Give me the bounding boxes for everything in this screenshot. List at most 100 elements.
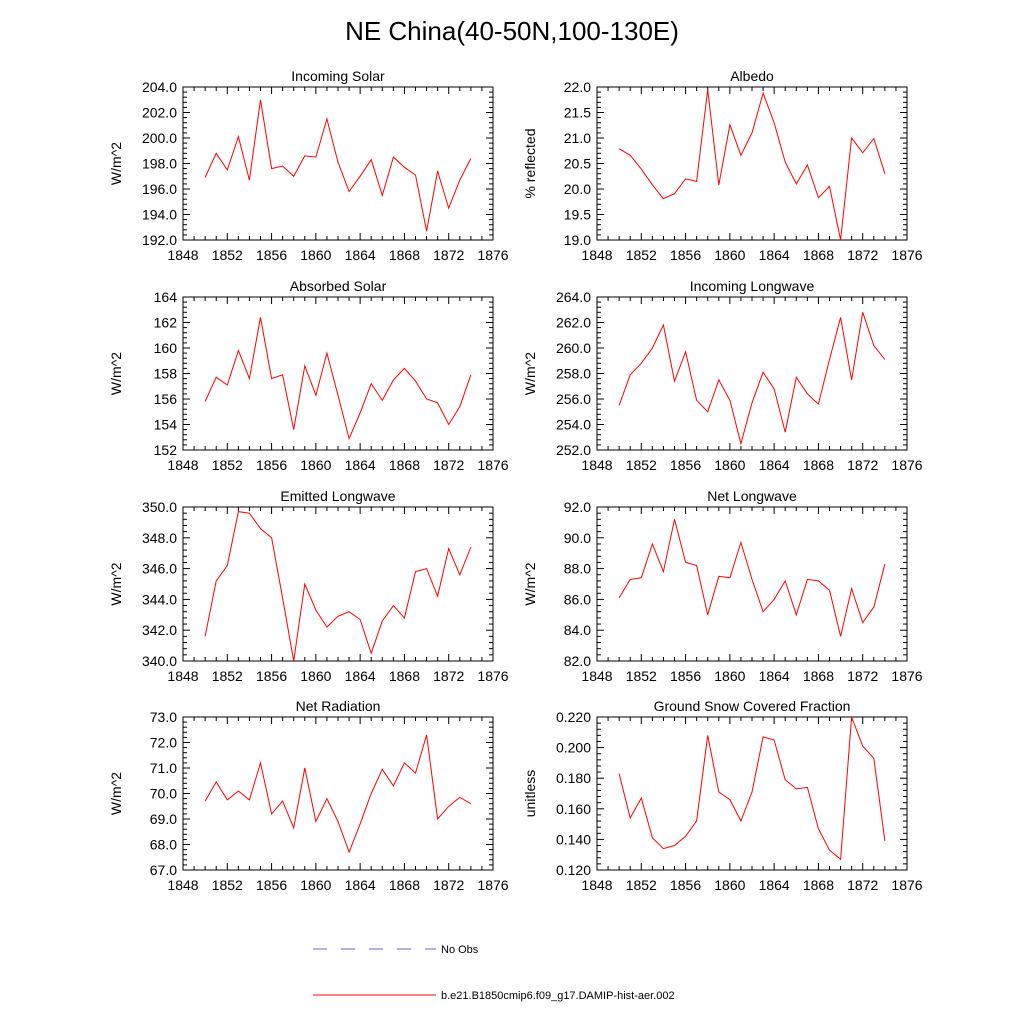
y-tick-label: 196.0	[142, 181, 177, 197]
y-axis-label: W/m^2	[522, 562, 538, 605]
y-tick-label: 154	[154, 417, 178, 433]
x-tick-label: 1860	[300, 247, 331, 263]
plot-frame	[596, 296, 908, 451]
y-tick-label: 0.140	[556, 831, 591, 847]
panel-7: Ground Snow Covered Fraction unitless 1848…	[522, 698, 923, 893]
x-tick-label: 1868	[803, 457, 834, 473]
y-tick-label: 348.0	[142, 530, 177, 546]
x-tick-label: 1864	[345, 668, 376, 684]
x-tick-label: 1868	[389, 668, 420, 684]
y-tick-label: 340.0	[142, 653, 177, 669]
x-tick-label: 1856	[256, 247, 287, 263]
x-tick-label: 1868	[803, 877, 834, 893]
x-tick-label: 1852	[212, 877, 243, 893]
x-tick-label: 1876	[891, 668, 922, 684]
y-tick-label: 160	[154, 340, 178, 356]
plot-frame	[596, 86, 908, 241]
x-tick-label: 1864	[759, 877, 790, 893]
panel-3: Incoming Longwave W/m^2 1848 1852 1856 1860 18…	[522, 278, 923, 473]
x-tick-label: 1852	[626, 457, 657, 473]
x-tick-label: 1864	[759, 247, 790, 263]
y-tick-label: 254.0	[556, 417, 591, 433]
series-line-0	[618, 519, 886, 637]
x-tick-label: 1868	[389, 457, 420, 473]
x-tick-label: 1852	[212, 457, 243, 473]
plot-frame	[182, 506, 494, 662]
x-tick-label: 1868	[389, 247, 420, 263]
x-tick-label: 1856	[256, 457, 287, 473]
x-tick-label: 1868	[803, 247, 834, 263]
legend: No Obs b.e21.B1850cmip6.f09_g17.DAMIP-hi…	[313, 944, 675, 1002]
x-tick-label: 1856	[670, 247, 701, 263]
panel-4: Emitted Longwave W/m^2 1848 1852 1856 1860 186…	[108, 488, 509, 684]
x-tick-label: 1864	[759, 668, 790, 684]
y-tick-label: 264.0	[556, 289, 591, 305]
panel-title: Albedo	[730, 68, 774, 84]
x-tick-label: 1864	[345, 877, 376, 893]
x-tick-label: 1872	[847, 877, 878, 893]
x-tick-label: 1876	[477, 877, 508, 893]
y-tick-label: 68.0	[150, 837, 177, 853]
y-axis-label: W/m^2	[108, 562, 124, 605]
x-tick-label: 1876	[477, 668, 508, 684]
x-tick-label: 1856	[256, 877, 287, 893]
y-tick-label: 21.5	[564, 105, 591, 121]
panel-1: Albedo % reflected 1848 1852 1856 1860 1864 186…	[522, 68, 923, 263]
panel-title: Absorbed Solar	[290, 278, 387, 294]
x-tick-label: 1872	[847, 668, 878, 684]
series-line-0	[204, 511, 472, 662]
y-tick-label: 202.0	[142, 105, 177, 121]
x-tick-label: 1860	[300, 668, 331, 684]
y-tick-label: 21.0	[564, 130, 591, 146]
x-tick-label: 1856	[670, 877, 701, 893]
panel-5: Net Longwave W/m^2 1848 1852 1856 1860 1864 186…	[522, 488, 923, 684]
y-tick-label: 258.0	[556, 366, 591, 382]
x-tick-label: 1872	[433, 457, 464, 473]
x-tick-label: 1860	[714, 457, 745, 473]
y-tick-label: 90.0	[564, 530, 591, 546]
y-tick-label: 82.0	[564, 653, 591, 669]
series-line-0	[204, 317, 472, 441]
x-tick-label: 1872	[847, 247, 878, 263]
y-tick-label: 92.0	[564, 499, 591, 515]
y-tick-label: 260.0	[556, 340, 591, 356]
y-tick-label: 344.0	[142, 591, 177, 607]
x-tick-label: 1872	[433, 877, 464, 893]
y-axis-label: W/m^2	[108, 142, 124, 185]
x-tick-label: 1868	[389, 877, 420, 893]
y-tick-label: 67.0	[150, 862, 177, 878]
y-tick-label: 158	[154, 366, 178, 382]
x-tick-label: 1860	[714, 247, 745, 263]
y-tick-label: 204.0	[142, 79, 177, 95]
x-tick-label: 1852	[212, 668, 243, 684]
x-tick-label: 1868	[803, 668, 834, 684]
panel-2: Absorbed Solar W/m^2 1848 1852 1856 1860 1864 1…	[108, 278, 509, 473]
y-tick-label: 152	[154, 442, 178, 458]
y-tick-label: 252.0	[556, 442, 591, 458]
y-tick-label: 72.0	[150, 735, 177, 751]
x-tick-label: 1876	[891, 247, 922, 263]
y-tick-label: 86.0	[564, 591, 591, 607]
figure-title: NE China(40-50N,100-130E)	[345, 16, 679, 46]
panel-0: Incoming Solar W/m^2 1848 1852 1856 1860 1864 1…	[108, 68, 509, 263]
x-tick-label: 1860	[714, 668, 745, 684]
x-tick-label: 1864	[345, 247, 376, 263]
plot-frame	[596, 506, 908, 662]
x-tick-label: 1864	[759, 457, 790, 473]
x-tick-label: 1848	[167, 247, 198, 263]
y-axis-label: unitless	[522, 770, 538, 817]
x-tick-label: 1856	[670, 457, 701, 473]
y-tick-label: 73.0	[150, 709, 177, 725]
panel-title: Incoming Longwave	[690, 278, 815, 294]
y-tick-label: 192.0	[142, 232, 177, 248]
y-tick-label: 346.0	[142, 561, 177, 577]
x-tick-label: 1852	[212, 247, 243, 263]
x-tick-label: 1852	[626, 877, 657, 893]
x-tick-label: 1856	[256, 668, 287, 684]
legend-obs-label: No Obs	[441, 944, 479, 956]
panel-6: Net Radiation W/m^2 1848 1852 1856 1860 1864 18…	[108, 698, 509, 893]
x-tick-label: 1864	[345, 457, 376, 473]
x-tick-label: 1848	[167, 668, 198, 684]
y-axis-label: W/m^2	[522, 352, 538, 395]
